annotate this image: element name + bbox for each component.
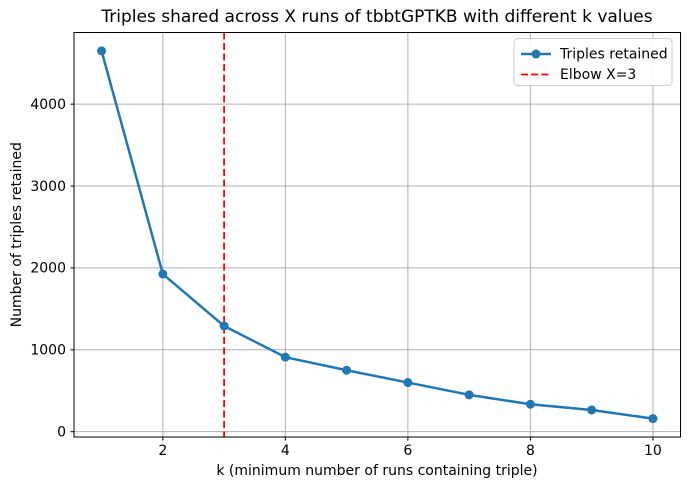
axis-ticks: 2 4 6 8 10 0 1000 2000 3000 4000	[30, 97, 661, 459]
x-axis-label: k (minimum number of runs containing tri…	[216, 463, 537, 479]
y-tick-label: 2000	[30, 261, 66, 277]
legend: Triples retained Elbow X=3	[513, 38, 673, 86]
y-tick-label: 0	[57, 424, 66, 440]
y-tick-label: 4000	[30, 97, 66, 113]
series-triples-retained	[97, 46, 658, 424]
data-point-marker	[97, 46, 107, 56]
x-tick-label: 2	[158, 443, 167, 459]
x-tick-label: 4	[281, 443, 290, 459]
legend-label-elbow: Elbow X=3	[560, 67, 636, 83]
data-point-marker	[158, 269, 168, 279]
data-point-marker	[342, 365, 352, 375]
y-tick-label: 3000	[30, 179, 66, 195]
data-point-marker	[525, 399, 535, 409]
data-point-marker	[464, 390, 474, 400]
data-point-marker	[403, 378, 413, 388]
chart-title: Triples shared across X runs of tbbtGPTK…	[100, 7, 652, 27]
legend-series-marker-icon	[531, 49, 541, 59]
y-axis-label: Number of triples retained	[9, 142, 25, 327]
data-point-marker	[219, 321, 229, 331]
series-line	[100, 50, 654, 420]
gridlines	[74, 32, 681, 437]
legend-frame	[513, 38, 673, 86]
x-tick-label: 10	[644, 443, 662, 459]
data-point-marker	[587, 405, 597, 415]
data-point-marker	[280, 352, 290, 362]
y-tick-label: 1000	[30, 343, 66, 359]
legend-label-triples-retained: Triples retained	[559, 47, 668, 63]
x-tick-label: 8	[526, 443, 535, 459]
plot-border	[73, 32, 681, 438]
x-tick-label: 6	[403, 443, 412, 459]
data-point-marker	[648, 414, 658, 424]
